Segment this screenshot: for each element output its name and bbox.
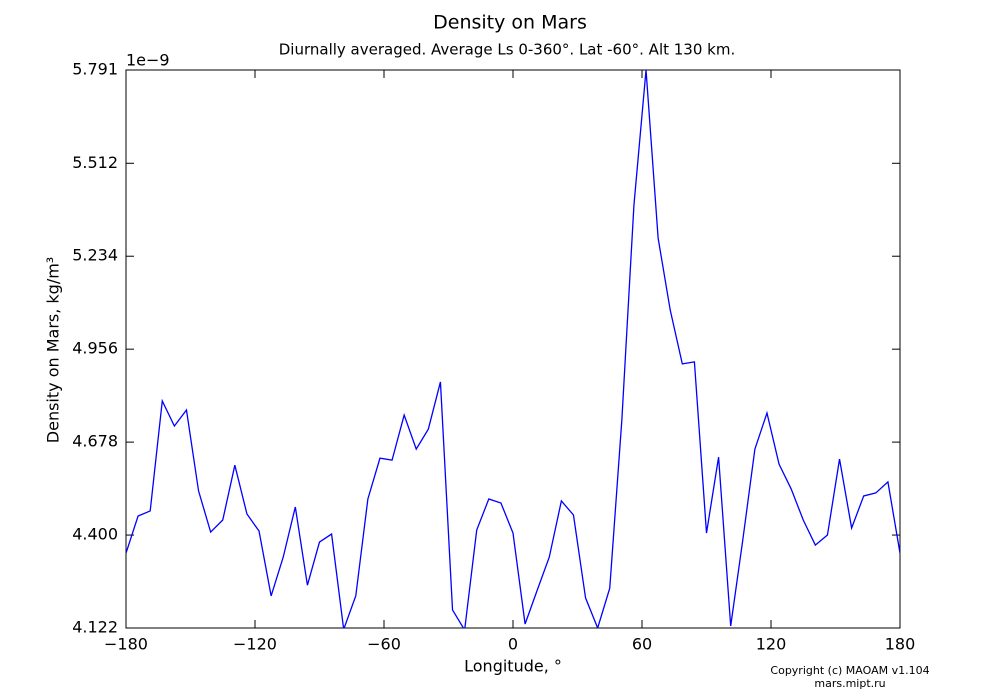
y-tick-label: 4.956 (72, 339, 118, 358)
x-tick-label: 180 (885, 635, 916, 654)
offset-label: 1e−9 (126, 51, 170, 70)
copyright: Copyright (c) MAOAM v1.104 (770, 664, 929, 677)
data-line (126, 70, 900, 628)
chart-title: Density on Mars (433, 12, 587, 34)
x-axis-label: Longitude, ° (464, 657, 562, 676)
y-tick-label: 4.678 (72, 432, 118, 451)
y-axis-label: Density on Mars, kg/m³ (44, 257, 63, 443)
y-tick-label: 4.122 (72, 618, 118, 637)
x-tick-label: −120 (233, 635, 277, 654)
y-tick-label: 5.512 (72, 153, 118, 172)
copyright: mars.mipt.ru (814, 677, 885, 690)
x-tick-label: 60 (632, 635, 652, 654)
y-tick-label: 4.400 (72, 525, 118, 544)
x-tick-label: −180 (104, 635, 148, 654)
y-tick-label: 5.791 (72, 60, 118, 79)
x-tick-label: −60 (367, 635, 401, 654)
x-tick-label: 0 (508, 635, 518, 654)
chart-subtitle: Diurnally averaged. Average Ls 0-360°. L… (279, 41, 735, 59)
plot-frame (125, 69, 901, 629)
x-tick-label: 120 (756, 635, 787, 654)
y-tick-label: 5.234 (72, 246, 118, 265)
